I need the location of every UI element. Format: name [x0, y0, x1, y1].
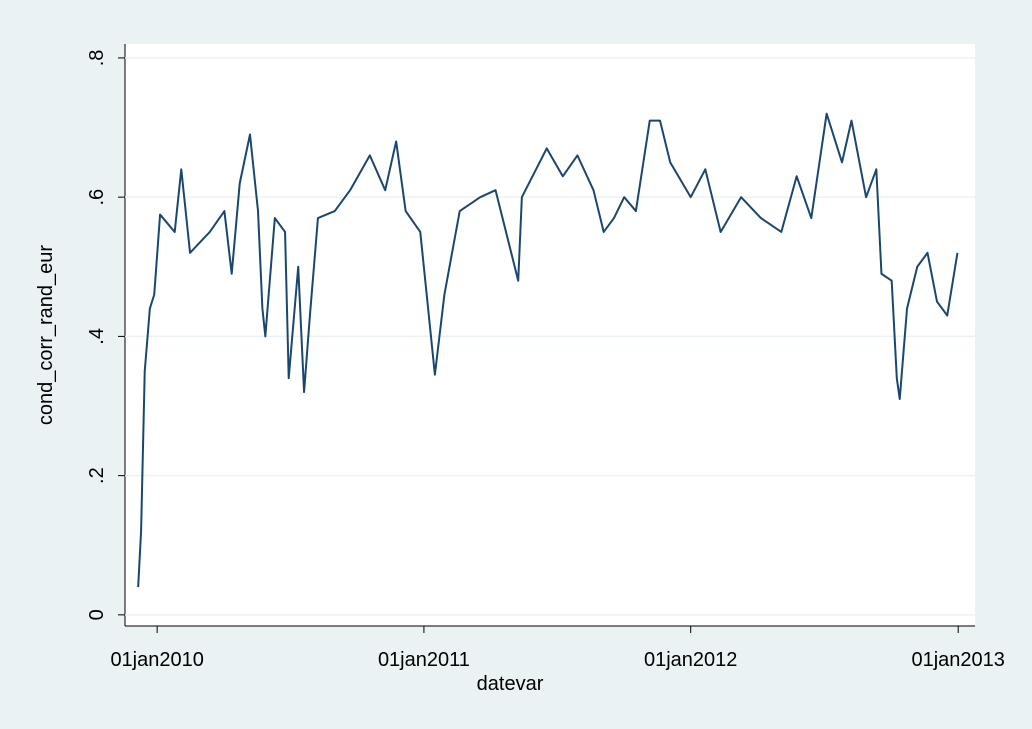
y-tick-label: .8 [86, 50, 108, 67]
plot-area [125, 44, 975, 626]
x-tick-label: 01jan2013 [911, 649, 1004, 671]
x-axis-label: datevar [477, 673, 544, 695]
y-tick-label: .6 [86, 189, 108, 206]
x-tick-label: 01jan2010 [110, 649, 203, 671]
x-tick-label: 01jan2012 [644, 649, 737, 671]
y-axis-label: cond_corr_rand_eur [35, 245, 57, 425]
x-tick-label: 01jan2011 [378, 649, 470, 671]
y-tick-label: 0 [86, 609, 108, 620]
y-tick-label: .2 [86, 467, 108, 484]
y-tick-label: .4 [86, 328, 108, 345]
series-line [137, 112, 959, 588]
